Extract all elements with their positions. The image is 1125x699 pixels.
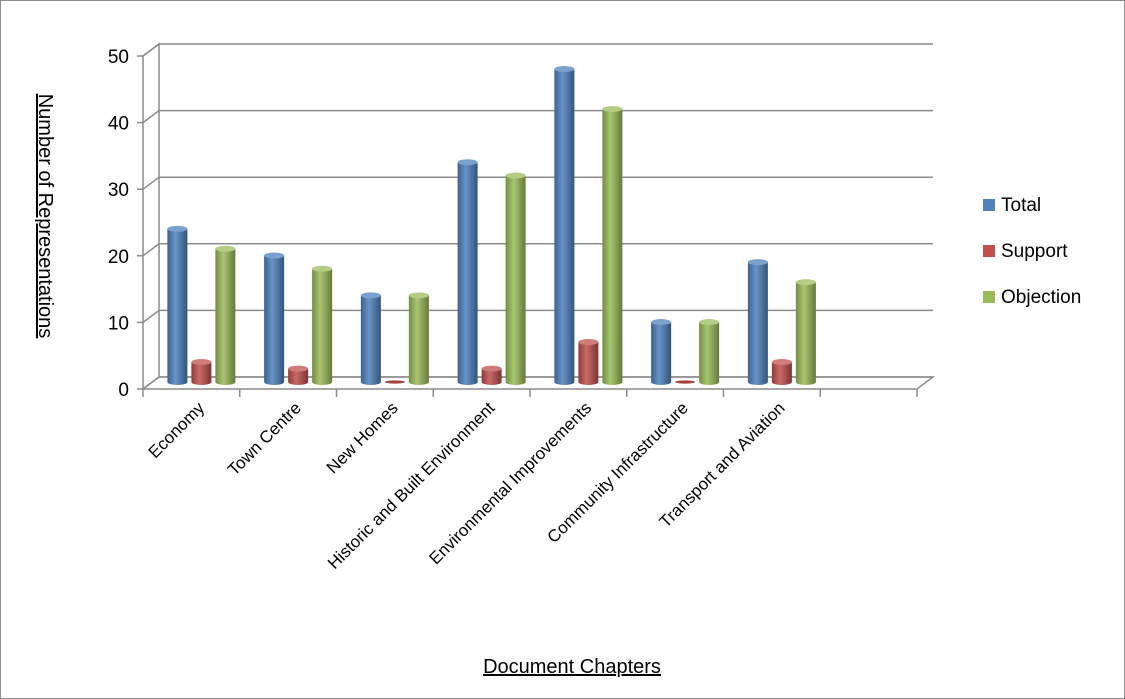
y-tick-label: 40 bbox=[108, 114, 129, 135]
gridline bbox=[142, 376, 933, 390]
legend-item-total: Total bbox=[983, 195, 1041, 216]
bar-total bbox=[651, 319, 672, 385]
legend-label: Objection bbox=[1001, 287, 1081, 308]
y-tick-labels: 0 10 20 30 40 50 bbox=[108, 47, 129, 401]
legend-item-objection: Objection bbox=[983, 287, 1081, 308]
bar-objection bbox=[215, 245, 236, 385]
x-tick-label: New Homes bbox=[323, 398, 402, 477]
x-tick-label: Historic and Built Environment bbox=[324, 398, 499, 573]
bar-total bbox=[457, 159, 478, 385]
bar-total bbox=[360, 292, 381, 385]
bar-support bbox=[578, 339, 599, 385]
x-tick-label: Economy bbox=[145, 398, 209, 462]
y-tick-label: 50 bbox=[108, 47, 129, 68]
bar-support bbox=[771, 359, 792, 385]
bar-objection bbox=[795, 279, 816, 385]
bar-total bbox=[264, 252, 285, 385]
bar-objection bbox=[505, 172, 526, 385]
bars bbox=[167, 65, 816, 385]
bar-objection bbox=[602, 105, 623, 385]
legend-item-support: Support bbox=[983, 241, 1068, 262]
legend-swatch bbox=[983, 199, 995, 211]
y-tick-label: 20 bbox=[108, 247, 129, 268]
y-tick-label: 10 bbox=[108, 313, 129, 334]
gridline bbox=[142, 243, 933, 257]
legend-label: Support bbox=[1001, 241, 1068, 262]
legend: Total Support Objection bbox=[983, 195, 1081, 308]
bar-total bbox=[167, 225, 188, 385]
bar-support bbox=[288, 365, 309, 385]
y-axis-title: Number of Representations bbox=[34, 94, 56, 339]
bar-support bbox=[481, 365, 502, 385]
bar-objection bbox=[312, 265, 333, 385]
axes bbox=[137, 55, 918, 397]
y-tick-label: 30 bbox=[108, 180, 129, 201]
bar-total bbox=[554, 65, 575, 385]
side-wall bbox=[142, 42, 160, 390]
x-tick-label: Town Centre bbox=[224, 398, 305, 479]
gridline bbox=[142, 109, 933, 124]
bar-objection bbox=[408, 292, 429, 385]
bar-total bbox=[747, 259, 768, 385]
y-tick-label: 0 bbox=[118, 380, 129, 401]
x-tick-label: Environmental Improvements bbox=[425, 398, 595, 568]
legend-swatch bbox=[983, 245, 995, 257]
bar-support bbox=[675, 380, 696, 384]
legend-swatch bbox=[983, 291, 995, 303]
bar-support bbox=[384, 380, 405, 384]
gridline bbox=[142, 176, 933, 190]
gridlines bbox=[142, 43, 933, 390]
legend-label: Total bbox=[1001, 195, 1041, 216]
gridline bbox=[142, 43, 933, 57]
bar-support bbox=[191, 359, 212, 385]
gridline bbox=[142, 309, 933, 323]
x-axis-title: Document Chapters bbox=[483, 656, 661, 678]
bar-objection bbox=[699, 319, 720, 385]
